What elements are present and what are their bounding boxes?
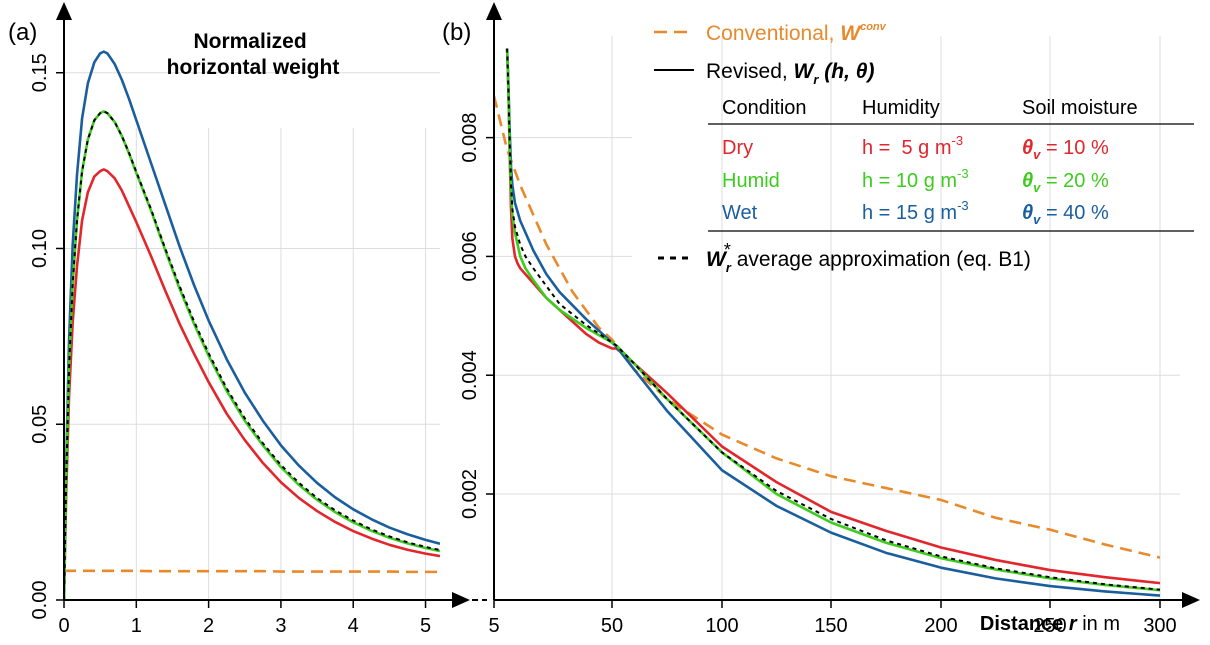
table-row-humid-soil-moisture: θv = 20 % — [1022, 170, 1109, 195]
panel-b: 5 50 100 150 200 250 300 0.002 0.004 0.006 0.008 (… — [442, 2, 1200, 637]
legend-average-label: Wr* average approximation (eq. B1) — [706, 240, 1031, 275]
panel-a-series-humid — [64, 110, 440, 600]
panel-a-axes: 0 1 2 3 4 5 0.00 0.05 0.10 0.15 — [29, 2, 470, 637]
panel-a: 0 1 2 3 4 5 0.00 0.05 0.10 0.15 (a) Normalized ho… — [8, 2, 470, 637]
legend-table: Condition Humidity Soil moisture Dry h = … — [708, 97, 1194, 232]
panel-a-series — [64, 50, 440, 600]
panel-a-y-tick-label: 0.15 — [29, 53, 51, 92]
panel-b-x-axis-arrow — [1182, 592, 1200, 608]
table-row-humid-condition: Humid — [722, 170, 780, 192]
table-row-dry-soil-moisture: θv = 10 % — [1022, 137, 1109, 162]
panel-a-grid — [64, 72, 440, 600]
panel-b-series-dry — [505, 48, 1161, 585]
panel-a-series-wet — [64, 50, 440, 600]
panel-b-y-tick-label: 0.004 — [459, 350, 481, 400]
panel-b-y-tick-label: 0.002 — [459, 469, 481, 519]
panel-b-series-humid — [505, 48, 1161, 592]
panel-a-series-conventional — [64, 569, 440, 574]
panel-b-y-tick-label: 0.008 — [459, 113, 481, 163]
panel-b-x-tick-label: 200 — [924, 615, 957, 637]
panel-b-x-tick-label: 50 — [601, 615, 623, 637]
table-row-dry-humidity: h = 5 g m-3 — [862, 133, 963, 159]
table-row-wet-condition: Wet — [722, 202, 758, 224]
panel-a-x-tick-label: 2 — [203, 615, 214, 637]
panel-b-series — [494, 48, 1161, 597]
table-header-condition: Condition — [722, 97, 807, 119]
table-row-wet-soil-moisture: θv = 40 % — [1022, 202, 1109, 227]
panel-b-label: (b) — [442, 19, 471, 46]
panel-b-y-axis-arrow — [486, 2, 502, 20]
panel-b-x-tick-label: 300 — [1143, 615, 1176, 637]
panel-a-title: Normalized horizontal weight — [167, 30, 340, 79]
panel-b-x-tick-label: 100 — [705, 615, 738, 637]
legend-conventional-label: Conventional, Wconv — [706, 21, 887, 45]
panel-a-y-tick-label: 0.05 — [29, 405, 51, 444]
panel-a-x-tick-label: 3 — [275, 615, 286, 637]
panel-b-grid — [494, 36, 1180, 600]
panel-a-x-tick-label: 4 — [348, 615, 359, 637]
table-row-wet-humidity: h = 15 g m-3 — [862, 198, 969, 224]
panel-b-y-tick-label: 0.006 — [459, 231, 481, 281]
panel-b-x-tick-label: 250 — [1033, 615, 1066, 637]
table-row-humid-humidity: h = 10 g m-3 — [862, 166, 969, 192]
panel-a-title-line-2: horizontal weight — [167, 56, 340, 79]
panel-b-x-tick-label: 150 — [814, 615, 847, 637]
panel-a-label: (a) — [8, 19, 37, 46]
panel-a-x-tick-label: 0 — [58, 615, 69, 637]
x-axis-label-unit: in m — [1077, 613, 1120, 635]
panel-b-x-axis-label: Distance r in m — [980, 613, 1120, 635]
table-rows: Dry h = 5 g m-3 θv = 10 % Humid h = 10 g m-3… — [722, 133, 1109, 227]
table-header-soil-moisture: Soil moisture — [1022, 97, 1138, 119]
panel-a-y-axis-arrow — [56, 2, 72, 20]
panel-b-x-tick-label: 5 — [488, 615, 499, 637]
panel-a-series-dry — [64, 168, 440, 600]
panel-a-x-axis-arrow — [452, 592, 470, 608]
legend-revised-label: Revised, Wr (h, θ) — [706, 60, 874, 87]
panel-a-y-tick-label: 0.00 — [29, 581, 51, 620]
panel-a-series-average — [64, 110, 440, 600]
panel-a-y-tick-label: 0.10 — [29, 229, 51, 268]
x-axis-label-bold: Distance — [980, 613, 1069, 635]
table-row-dry-condition: Dry — [722, 137, 753, 159]
panel-b-series-average — [506, 48, 1161, 591]
panel-a-title-line-1: Normalized — [193, 30, 306, 53]
panel-b-axes: 5 50 100 150 200 250 300 0.002 0.004 0.006 0.008 — [459, 2, 1200, 637]
x-axis-label-variable: r — [1069, 613, 1078, 635]
panel-a-x-tick-label: 1 — [131, 615, 142, 637]
table-header-humidity: Humidity — [862, 97, 940, 119]
legend: Conventional, Wconv Revised, Wr (h, θ) C… — [654, 21, 1194, 275]
panel-a-x-tick-label: 5 — [420, 615, 431, 637]
